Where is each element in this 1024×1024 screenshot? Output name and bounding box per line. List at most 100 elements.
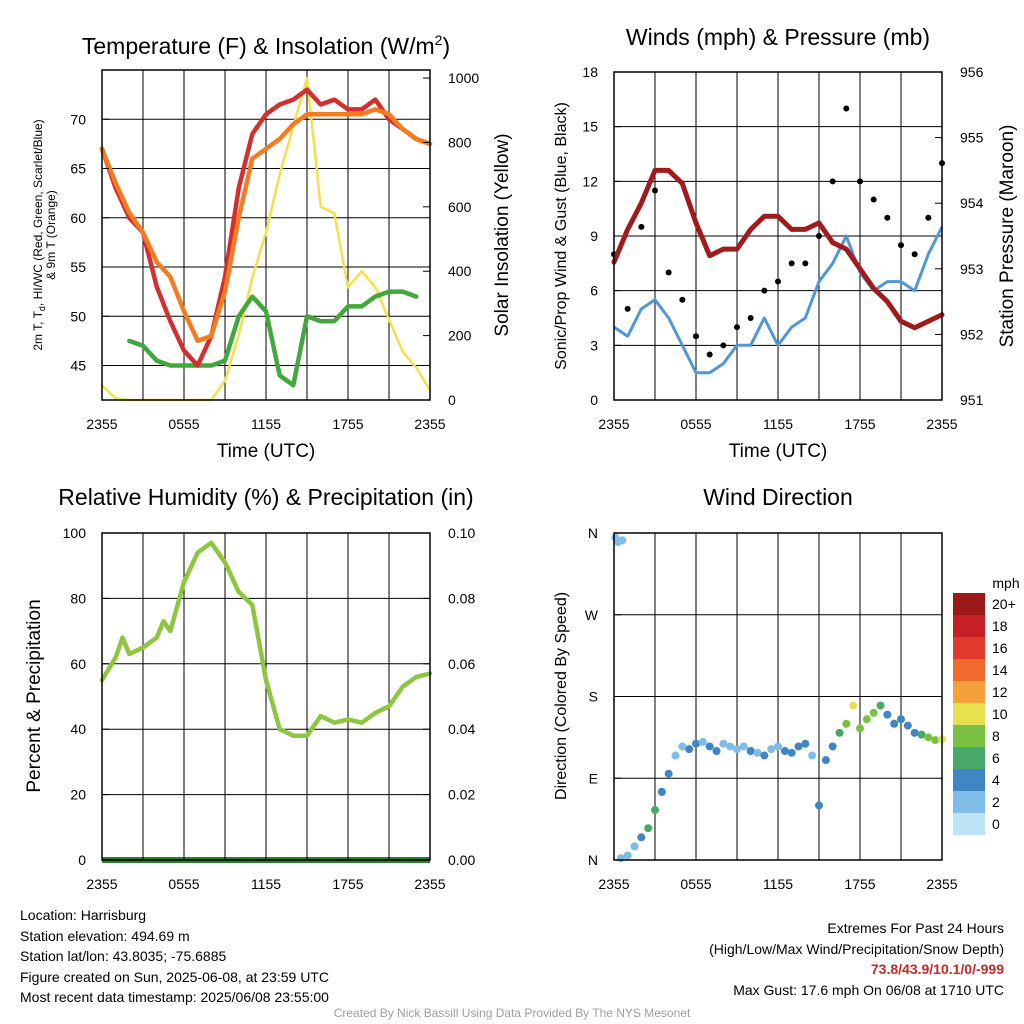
- legend-swatch: [953, 747, 985, 769]
- direction-point: [897, 715, 905, 724]
- x-tick-label: 1155: [763, 416, 793, 432]
- gust-point: [857, 178, 863, 185]
- gust-point: [816, 233, 822, 239]
- direction-point: [931, 736, 940, 745]
- y-tick-label: 40: [70, 721, 86, 737]
- y-tick-label: 15: [582, 119, 598, 135]
- temperature-left-axis-label-line2: & 9m T (Orange): [44, 190, 58, 280]
- series-9m-t: [99, 107, 433, 344]
- extremes-info: Extremes For Past 24 Hours (High/Low/Max…: [709, 918, 1004, 1000]
- direction-point: [910, 728, 919, 737]
- right-y-tick-label: 0.04: [448, 721, 475, 737]
- right-y-tick-label: 954: [960, 195, 984, 211]
- legend-label: 12: [992, 684, 1008, 700]
- gust-point: [734, 324, 740, 331]
- legend-swatch: [953, 769, 985, 791]
- x-tick-label: 0555: [168, 416, 199, 432]
- direction-point: [787, 748, 796, 757]
- y-tick-label: 50: [70, 308, 86, 324]
- direction-point: [917, 730, 926, 739]
- right-y-tick-label: 0.00: [448, 852, 475, 868]
- series-wind-speed: [613, 226, 944, 375]
- gust-point: [747, 315, 754, 321]
- extremes-values: 73.8/43.9/10.1/0/-999: [870, 961, 1004, 977]
- x-tick-label: 2355: [926, 876, 957, 892]
- right-y-tick-label: 200: [448, 328, 472, 344]
- x-tick-label: 0555: [680, 876, 711, 892]
- gust-point: [624, 305, 631, 312]
- y-tick-label: S: [589, 689, 598, 705]
- temperature-x-axis-label: Time (UTC): [217, 441, 316, 462]
- gust-point: [802, 260, 809, 267]
- x-tick-label: 2355: [598, 416, 629, 432]
- direction-point: [671, 751, 680, 760]
- direction-point: [856, 724, 864, 733]
- winds-panel: Winds (mph) & Pressure (mb) 2355 0555 1155…: [553, 24, 1018, 462]
- right-y-tick-label: 956: [960, 64, 984, 80]
- x-tick-label: 0555: [168, 876, 199, 892]
- winds-right-axis-label: Station Pressure (Maroon): [997, 125, 1018, 348]
- right-y-tick-label: 800: [448, 134, 472, 150]
- direction-point: [883, 710, 892, 719]
- direction-point: [664, 769, 673, 778]
- legend-label: 18: [992, 618, 1008, 634]
- direction-panel: Wind Direction 2355 0555 1155 1755 2355NESWN…: [553, 484, 1020, 892]
- direction-point: [760, 751, 769, 760]
- x-tick-label: 2355: [86, 876, 117, 892]
- winds-left-axis-label: Sonic/Prop Wind & Gust (Blue, Black): [553, 102, 570, 370]
- direction-point: [678, 742, 687, 751]
- legend-swatch: [953, 703, 985, 725]
- gust-point: [665, 269, 672, 276]
- direction-point: [733, 745, 741, 754]
- x-tick-label: 1755: [844, 416, 875, 432]
- x-tick-label: 1755: [332, 416, 363, 432]
- legend-label: 2: [992, 794, 1000, 810]
- speed-color-legend: 0 2 4 6 8 10 12 14 16 18 20+: [953, 593, 1016, 835]
- gust-point: [652, 187, 658, 194]
- direction-point: [869, 708, 878, 717]
- right-y-tick-label: 1000: [448, 70, 479, 86]
- y-tick-label: 12: [582, 173, 598, 189]
- y-tick-label: 3: [590, 337, 598, 353]
- y-tick-label: 0: [590, 392, 598, 408]
- direction-point: [616, 854, 625, 863]
- y-tick-label: N: [588, 852, 598, 868]
- gust-point: [706, 351, 713, 358]
- legend-swatch: [953, 659, 985, 681]
- direction-point: [637, 833, 646, 842]
- extremes-fields: (High/Low/Max Wind/Precipitation/Snow De…: [709, 940, 1004, 957]
- x-tick-label: 2355: [414, 876, 445, 892]
- direction-point: [862, 715, 871, 724]
- x-tick-label: 2355: [926, 416, 957, 432]
- y-tick-label: 60: [70, 656, 86, 672]
- right-y-tick-label: 400: [448, 263, 472, 279]
- gust-point: [693, 333, 699, 340]
- legend-label: 6: [992, 750, 1000, 766]
- winds-x-axis-label: Time (UTC): [729, 441, 828, 462]
- y-tick-label: N: [588, 525, 598, 541]
- gust-point: [870, 196, 877, 203]
- y-tick-label: 45: [70, 358, 86, 374]
- direction-point: [685, 745, 694, 754]
- direction-point: [618, 536, 627, 545]
- gust-point: [829, 178, 836, 185]
- gust-point: [638, 223, 645, 230]
- series-td: [127, 289, 419, 388]
- gust-point: [720, 342, 727, 349]
- series-station-pressure: [611, 167, 945, 331]
- right-y-tick-label: 955: [960, 130, 984, 146]
- direction-point: [698, 737, 707, 746]
- y-tick-label: 100: [63, 525, 87, 541]
- legend-swatch: [953, 725, 985, 747]
- humidity-left-axis-label: Percent & Precipitation: [24, 599, 45, 792]
- direction-point: [774, 742, 782, 751]
- legend-swatch: [953, 813, 985, 835]
- y-tick-label: 55: [70, 259, 86, 275]
- series-relative-humidity: [99, 540, 433, 738]
- direction-point: [692, 739, 700, 748]
- y-tick-label: W: [585, 607, 599, 623]
- station-info: Location: Harrisburg Station elevation: …: [20, 905, 329, 1008]
- direction-point: [651, 806, 659, 815]
- direction-point: [876, 701, 885, 710]
- temperature-right-axis-label: Solar Insolation (Yellow): [492, 133, 513, 336]
